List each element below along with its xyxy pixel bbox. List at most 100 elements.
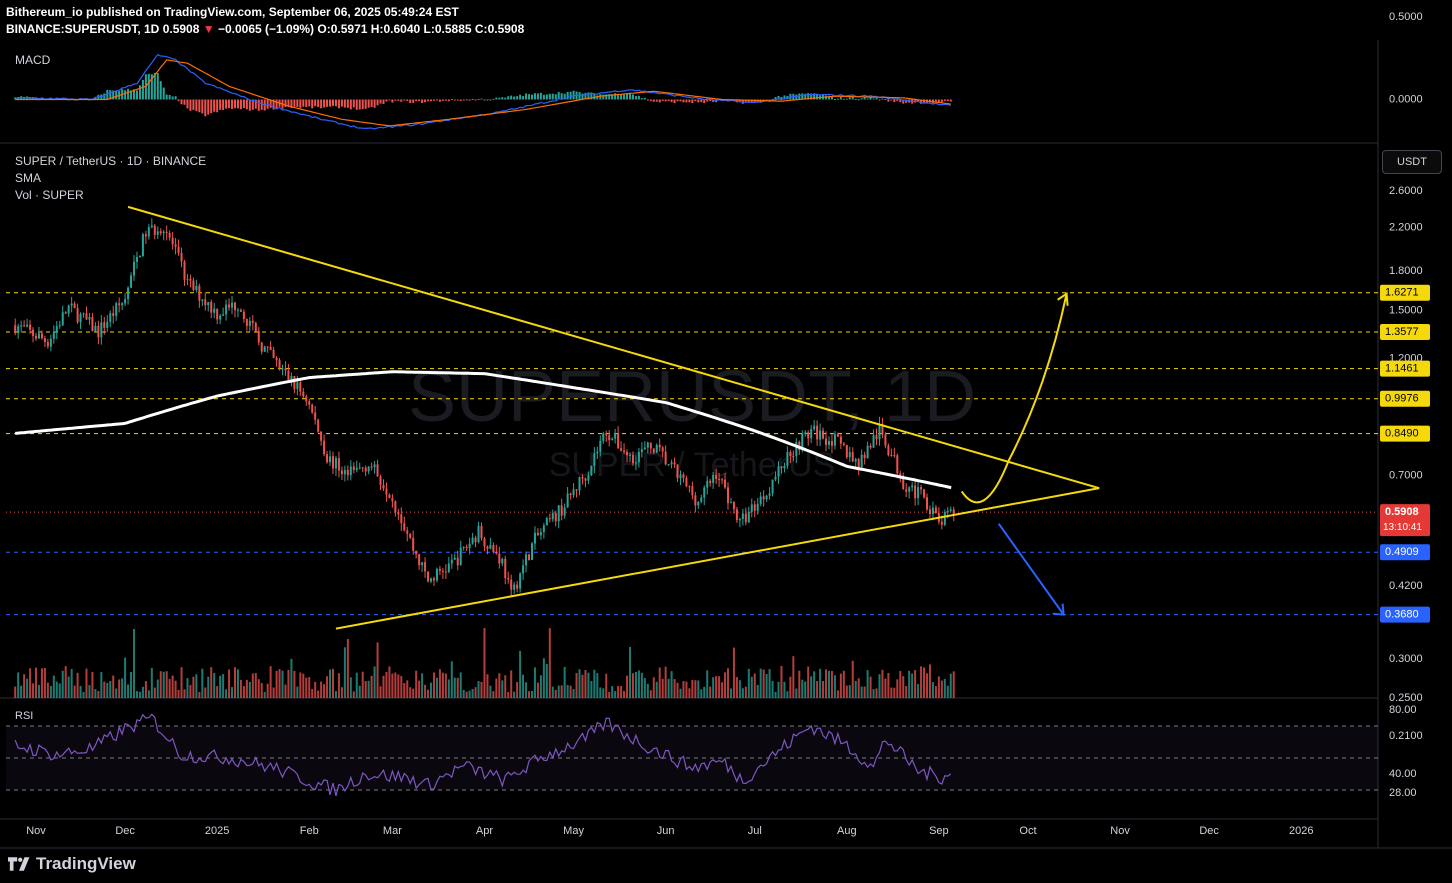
volume-bar: [715, 676, 718, 698]
macd-histogram-bar: [162, 87, 165, 100]
macd-histogram-bar: [545, 94, 548, 100]
macd-histogram-bar: [251, 99, 254, 110]
time-axis[interactable]: Nov Dec 2025 Feb Mar Apr May Jun Jul Aug Sep Oct Nov…: [26, 825, 1313, 837]
candle-body: [373, 464, 376, 468]
volume-bar: [827, 670, 830, 698]
candle-body: [305, 396, 308, 402]
macd-label[interactable]: MACD: [15, 53, 51, 67]
candle-body: [17, 326, 20, 334]
macd-histogram-bar: [676, 99, 679, 102]
volume-bar: [376, 642, 379, 698]
volume-bar: [213, 672, 216, 698]
open-value: 0.5971: [330, 22, 368, 36]
resistance-level-label: 1.1461: [1385, 363, 1419, 375]
volume-bar: [293, 670, 296, 698]
candle-body: [649, 442, 652, 449]
candle-body: [121, 303, 124, 306]
candle-body: [940, 521, 943, 525]
volume-bar: [830, 670, 833, 698]
candle-body: [379, 476, 382, 485]
volume-bar: [109, 681, 112, 698]
macd-histogram-bar: [569, 91, 572, 100]
candle-body: [257, 330, 260, 343]
price-tick-label: 2.6000: [1389, 185, 1423, 197]
volume-bar: [159, 671, 162, 698]
macd-histogram-bar: [878, 99, 881, 101]
macd-histogram-bar: [441, 99, 444, 101]
candle-body: [61, 312, 64, 326]
macd-histogram-bar: [548, 93, 551, 100]
macd-histogram-bar: [311, 99, 314, 109]
candle-body: [640, 449, 643, 453]
macd-histogram-bar: [323, 99, 326, 108]
macd-histogram-bar: [207, 99, 210, 115]
macd-histogram-bar: [444, 99, 447, 101]
currency-button[interactable]: USDT: [1382, 150, 1442, 174]
volume-bar: [780, 666, 783, 698]
macd-histogram-bar: [643, 97, 646, 100]
candle-body: [100, 322, 103, 338]
candle-body: [450, 559, 453, 564]
rsi-tick-label: 80.00: [1389, 704, 1417, 716]
macd-histogram-bar: [201, 99, 204, 114]
macd-pane: [14, 53, 952, 130]
rsi-label[interactable]: RSI: [15, 710, 34, 722]
trendline-drawings[interactable]: [127, 205, 1100, 630]
volume-bar: [210, 667, 213, 698]
volume-bar: [845, 685, 848, 698]
time-tick-label: Oct: [1019, 825, 1036, 837]
macd-histogram-bar: [453, 99, 456, 101]
macd-histogram-bar: [130, 90, 133, 100]
macd-histogram-bar: [923, 99, 926, 104]
volume-bar: [676, 682, 679, 698]
main-title[interactable]: SUPER / TetherUS · 1D · BINANCE: [15, 154, 207, 168]
volume-bar: [774, 691, 777, 698]
horizontal-levels: [6, 292, 1378, 616]
price-axis[interactable]: 0.50000.00002.60002.20001.80001.50001.20…: [1380, 11, 1430, 799]
macd-histogram-bar: [385, 99, 388, 102]
volume-bar: [248, 681, 251, 698]
macd-histogram-bar: [388, 99, 391, 101]
volume-bar: [750, 676, 753, 698]
macd-histogram-bar: [899, 99, 902, 103]
candle-body: [495, 551, 498, 554]
volume-bar: [661, 678, 664, 698]
volume-bar: [765, 673, 768, 698]
candle-body: [542, 525, 545, 533]
resistance-level-label-badge: [1380, 284, 1430, 301]
candle-body: [872, 435, 875, 448]
macd-histogram-bar: [168, 95, 171, 100]
volume-bar: [685, 681, 688, 698]
macd-histogram-bar: [480, 98, 483, 100]
candle-body: [578, 477, 581, 491]
candle-body: [70, 303, 73, 306]
macd-histogram-bar: [406, 99, 409, 101]
macd-histogram-bar: [231, 99, 234, 110]
volume-bar: [287, 670, 290, 698]
volume-bar: [525, 682, 528, 698]
candle-body: [507, 578, 510, 580]
volume-bar: [103, 681, 106, 698]
candle-body: [311, 404, 314, 413]
candle-body: [860, 454, 863, 470]
rsi-tick-label: 28.00: [1389, 787, 1417, 799]
high-value: 0.6040: [383, 22, 421, 36]
time-tick-label: Apr: [476, 825, 493, 837]
macd-histogram-bar: [539, 92, 542, 100]
macd-histogram-bar: [432, 99, 435, 101]
macd-histogram-bar: [272, 99, 275, 110]
time-tick-label: Dec: [1199, 825, 1219, 837]
candle-body: [49, 338, 52, 347]
volume-bar: [492, 691, 495, 698]
volume-label[interactable]: Vol · SUPER: [15, 188, 84, 202]
macd-histogram-bar: [833, 98, 836, 100]
sma-label[interactable]: SMA: [15, 171, 42, 185]
candle-body: [887, 445, 890, 456]
macd-histogram-bar: [216, 99, 219, 113]
candle-body: [816, 425, 819, 440]
candle-body: [299, 382, 302, 392]
candle-body: [278, 360, 281, 369]
candle-body: [634, 462, 637, 464]
candle-body: [848, 452, 851, 458]
